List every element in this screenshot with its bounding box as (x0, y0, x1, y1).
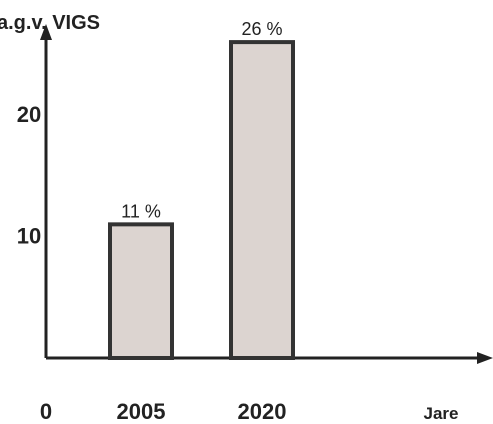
y-axis-label: a.g.v. VIGS (0, 12, 100, 34)
origin-label: 0 (40, 399, 52, 424)
x-axis-label: Jare (424, 404, 459, 423)
value-labels-group: 11 % 26 % (121, 19, 282, 221)
value-label-2005: 11 % (121, 201, 161, 221)
x-tick-label-2020: 2020 (238, 399, 287, 424)
y-axis-arrow-icon (40, 24, 52, 40)
bars-group (108, 40, 295, 360)
x-axis-arrow-icon (477, 352, 493, 364)
x-tick-labels-group: 2005 2020 (117, 399, 287, 424)
bar-2020 (229, 40, 295, 360)
y-tick-label-20: 20 (17, 102, 41, 127)
y-tick-label-10: 10 (17, 224, 41, 249)
value-label-2020: 26 % (241, 19, 282, 39)
x-tick-label-2005: 2005 (117, 399, 166, 424)
bar-2005 (108, 222, 174, 360)
y-tick-labels-group: 10 20 (17, 102, 41, 249)
